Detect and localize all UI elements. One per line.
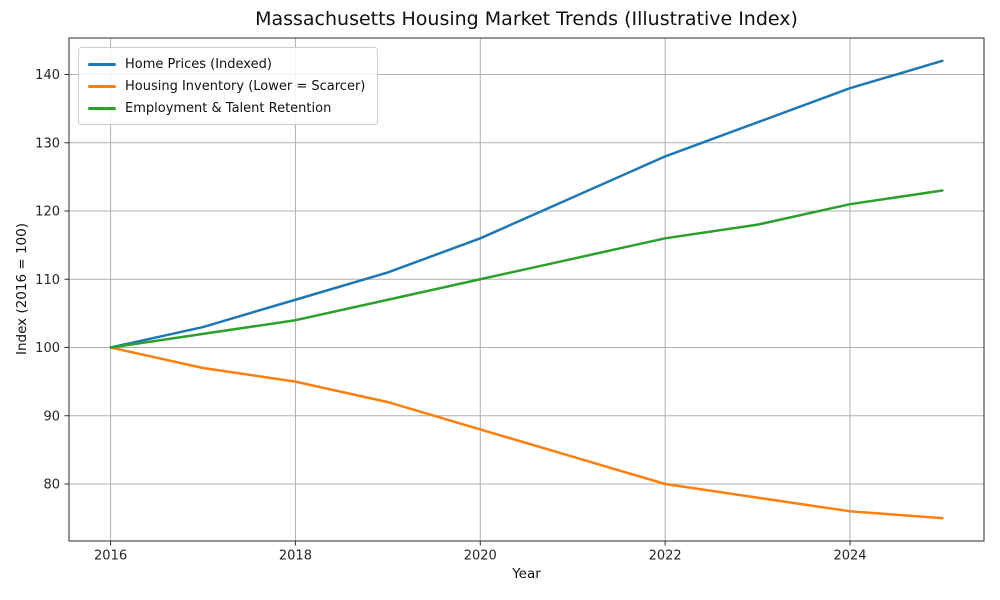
x-axis-label: Year [512,566,541,582]
axis-tick-labels: 2016 2018 2020 2022 2024 80 90 100 110 120 130 140 [35,68,866,563]
legend-label-employment: Employment & Talent Retention [125,100,332,116]
axis-ticks [64,74,851,546]
y-tick-label-120: 120 [35,205,60,220]
series-line-2 [109,189,944,349]
y-axis-label: Index (2016 = 100) [14,222,30,356]
x-tick-label-2018: 2018 [279,549,312,564]
y-tick-label-90: 90 [43,409,60,424]
legend: Home Prices (Indexed) Housing Inventory … [78,47,379,125]
legend-label-home-prices: Home Prices (Indexed) [125,56,272,72]
axes-box [68,37,985,542]
series-line-0 [109,59,944,349]
y-tick-label-110: 110 [35,273,60,288]
legend-swatch-housing-inventory [88,84,116,88]
y-tick-label-130: 130 [35,136,60,151]
legend-swatch-home-prices [88,62,116,66]
y-tick-label-80: 80 [43,478,60,493]
chart-title: Massachusetts Housing Market Trends (Ill… [255,8,798,30]
legend-swatch-employment [88,106,116,110]
legend-item-housing-inventory: Housing Inventory (Lower = Scarcer) [88,77,365,95]
x-tick-label-2016: 2016 [94,549,127,564]
axes-frame [68,37,985,542]
legend-item-employment: Employment & Talent Retention [88,99,365,117]
x-tick-label-2020: 2020 [464,549,497,564]
x-tick-label-2024: 2024 [833,549,866,564]
y-tick-label-100: 100 [35,341,60,356]
y-tick-label-140: 140 [35,68,60,83]
legend-item-home-prices: Home Prices (Indexed) [88,55,365,73]
series-line-1 [109,346,944,520]
x-tick-label-2022: 2022 [649,549,682,564]
series-lines [109,59,944,520]
legend-label-housing-inventory: Housing Inventory (Lower = Scarcer) [125,78,366,94]
